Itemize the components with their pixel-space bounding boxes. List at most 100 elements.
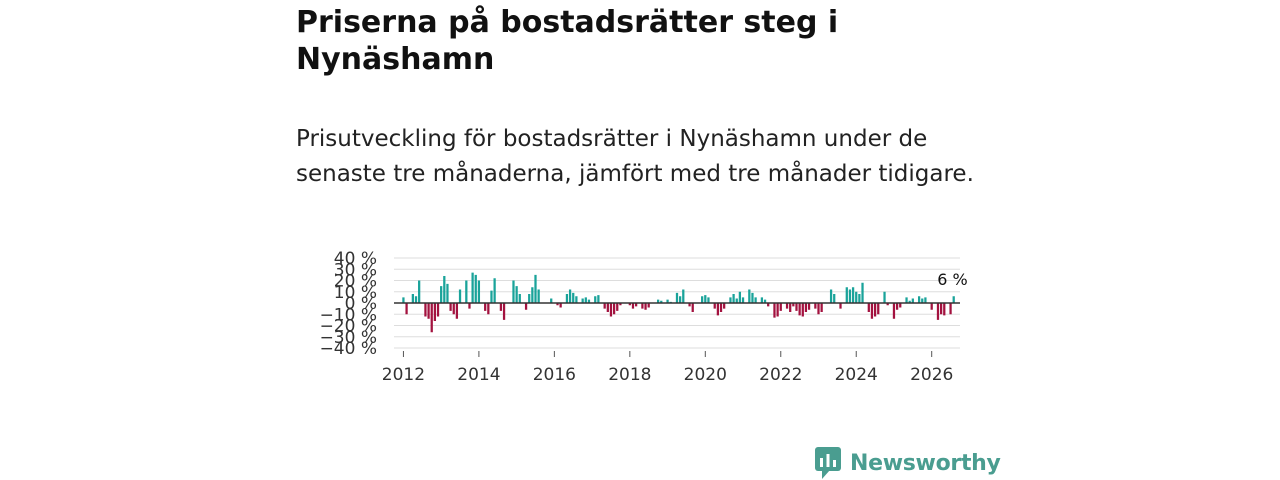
bar bbox=[402, 297, 405, 303]
bar bbox=[732, 294, 735, 303]
chart-subtitle: Prisutveckling för bostadsrätter i Nynäs… bbox=[296, 126, 974, 187]
bar bbox=[430, 303, 433, 333]
bar bbox=[487, 303, 490, 315]
bar bbox=[477, 280, 481, 303]
bar bbox=[657, 299, 660, 303]
price-change-bar-chart: 40 %30 %20 %10 %0 %−10 %−20 %−30 %−40 % … bbox=[320, 249, 968, 385]
bar bbox=[427, 303, 430, 319]
bar bbox=[443, 276, 446, 303]
bar bbox=[738, 291, 742, 303]
bar bbox=[468, 303, 471, 309]
bar bbox=[534, 274, 537, 303]
bar bbox=[741, 297, 745, 303]
bar bbox=[848, 289, 852, 303]
bar bbox=[924, 297, 927, 303]
bar bbox=[675, 292, 679, 303]
bar bbox=[792, 303, 795, 307]
bar bbox=[512, 280, 515, 303]
bar bbox=[713, 303, 716, 309]
bar bbox=[877, 303, 880, 315]
y-tick-label: 20 % bbox=[334, 272, 377, 292]
bar bbox=[767, 303, 770, 307]
bar bbox=[707, 297, 710, 303]
bar bbox=[716, 303, 720, 316]
y-tick-label: 0 % bbox=[345, 294, 377, 314]
y-axis: 40 %30 %20 %10 %0 %−10 %−20 %−30 %−40 % bbox=[320, 249, 377, 359]
x-tick-label: 2022 bbox=[759, 365, 802, 385]
bar bbox=[628, 303, 631, 306]
bar bbox=[502, 303, 506, 320]
bar bbox=[606, 303, 609, 312]
bar bbox=[798, 303, 801, 316]
bar bbox=[631, 303, 635, 309]
bar bbox=[760, 297, 764, 303]
bar bbox=[870, 303, 874, 319]
bar bbox=[572, 292, 575, 303]
bar bbox=[952, 296, 955, 303]
y-tick-label: −30 % bbox=[320, 328, 377, 348]
last-value-label: 6 % bbox=[937, 270, 967, 289]
y-tick-label: 10 % bbox=[334, 283, 377, 303]
bar bbox=[594, 296, 597, 303]
bar bbox=[754, 297, 757, 303]
bar bbox=[634, 303, 638, 307]
bar bbox=[688, 303, 691, 307]
bar bbox=[612, 303, 616, 315]
bar bbox=[471, 272, 474, 303]
bar bbox=[433, 303, 437, 321]
bar bbox=[644, 303, 647, 310]
bar bbox=[550, 298, 553, 303]
bar bbox=[424, 303, 427, 317]
bar bbox=[465, 280, 468, 303]
bar bbox=[603, 303, 606, 309]
bar bbox=[845, 287, 848, 303]
bar bbox=[911, 298, 914, 303]
bar bbox=[452, 303, 455, 315]
bar bbox=[701, 296, 704, 303]
bar bbox=[559, 303, 562, 308]
bar bbox=[858, 294, 861, 303]
bar bbox=[723, 303, 726, 309]
x-tick-label: 2018 bbox=[608, 365, 651, 385]
bar bbox=[455, 303, 459, 319]
bar bbox=[949, 303, 952, 315]
bar bbox=[524, 303, 528, 310]
bar bbox=[801, 303, 804, 317]
bar bbox=[647, 303, 650, 308]
newsworthy-logo[interactable]: Newsworthy bbox=[814, 446, 1001, 480]
bar bbox=[493, 278, 496, 303]
bar bbox=[795, 303, 798, 311]
x-axis: 2012 2014 2016 2018 2020 2022 2024 2026 bbox=[382, 351, 953, 385]
x-tick-label: 2016 bbox=[533, 365, 576, 385]
bar bbox=[905, 297, 908, 303]
y-tick-label: −10 % bbox=[320, 305, 377, 325]
bar bbox=[666, 299, 669, 303]
bar bbox=[537, 289, 540, 303]
bar bbox=[804, 303, 808, 312]
bar bbox=[682, 289, 685, 303]
bar bbox=[484, 303, 487, 311]
bar bbox=[458, 289, 462, 303]
bar bbox=[930, 303, 933, 310]
chart-title: Priserna på bostadsrätter steg i Nynäsha… bbox=[296, 5, 839, 77]
x-tick-label: 2012 bbox=[382, 365, 425, 385]
bar bbox=[886, 303, 889, 306]
bar bbox=[691, 303, 694, 312]
bar bbox=[908, 300, 911, 303]
bar bbox=[917, 296, 921, 303]
bar bbox=[679, 296, 682, 303]
bar bbox=[940, 303, 943, 315]
x-tick-label: 2026 bbox=[910, 365, 953, 385]
bar bbox=[851, 287, 855, 303]
bar bbox=[528, 294, 531, 303]
bar-layer bbox=[402, 272, 955, 333]
bar bbox=[839, 303, 842, 309]
bar bbox=[660, 300, 663, 303]
bar bbox=[735, 298, 738, 303]
bar bbox=[873, 303, 877, 317]
bar bbox=[861, 282, 864, 303]
bar bbox=[575, 296, 578, 303]
bar bbox=[729, 297, 732, 303]
newsworthy-bubble-icon bbox=[815, 447, 841, 479]
bar bbox=[440, 286, 443, 303]
